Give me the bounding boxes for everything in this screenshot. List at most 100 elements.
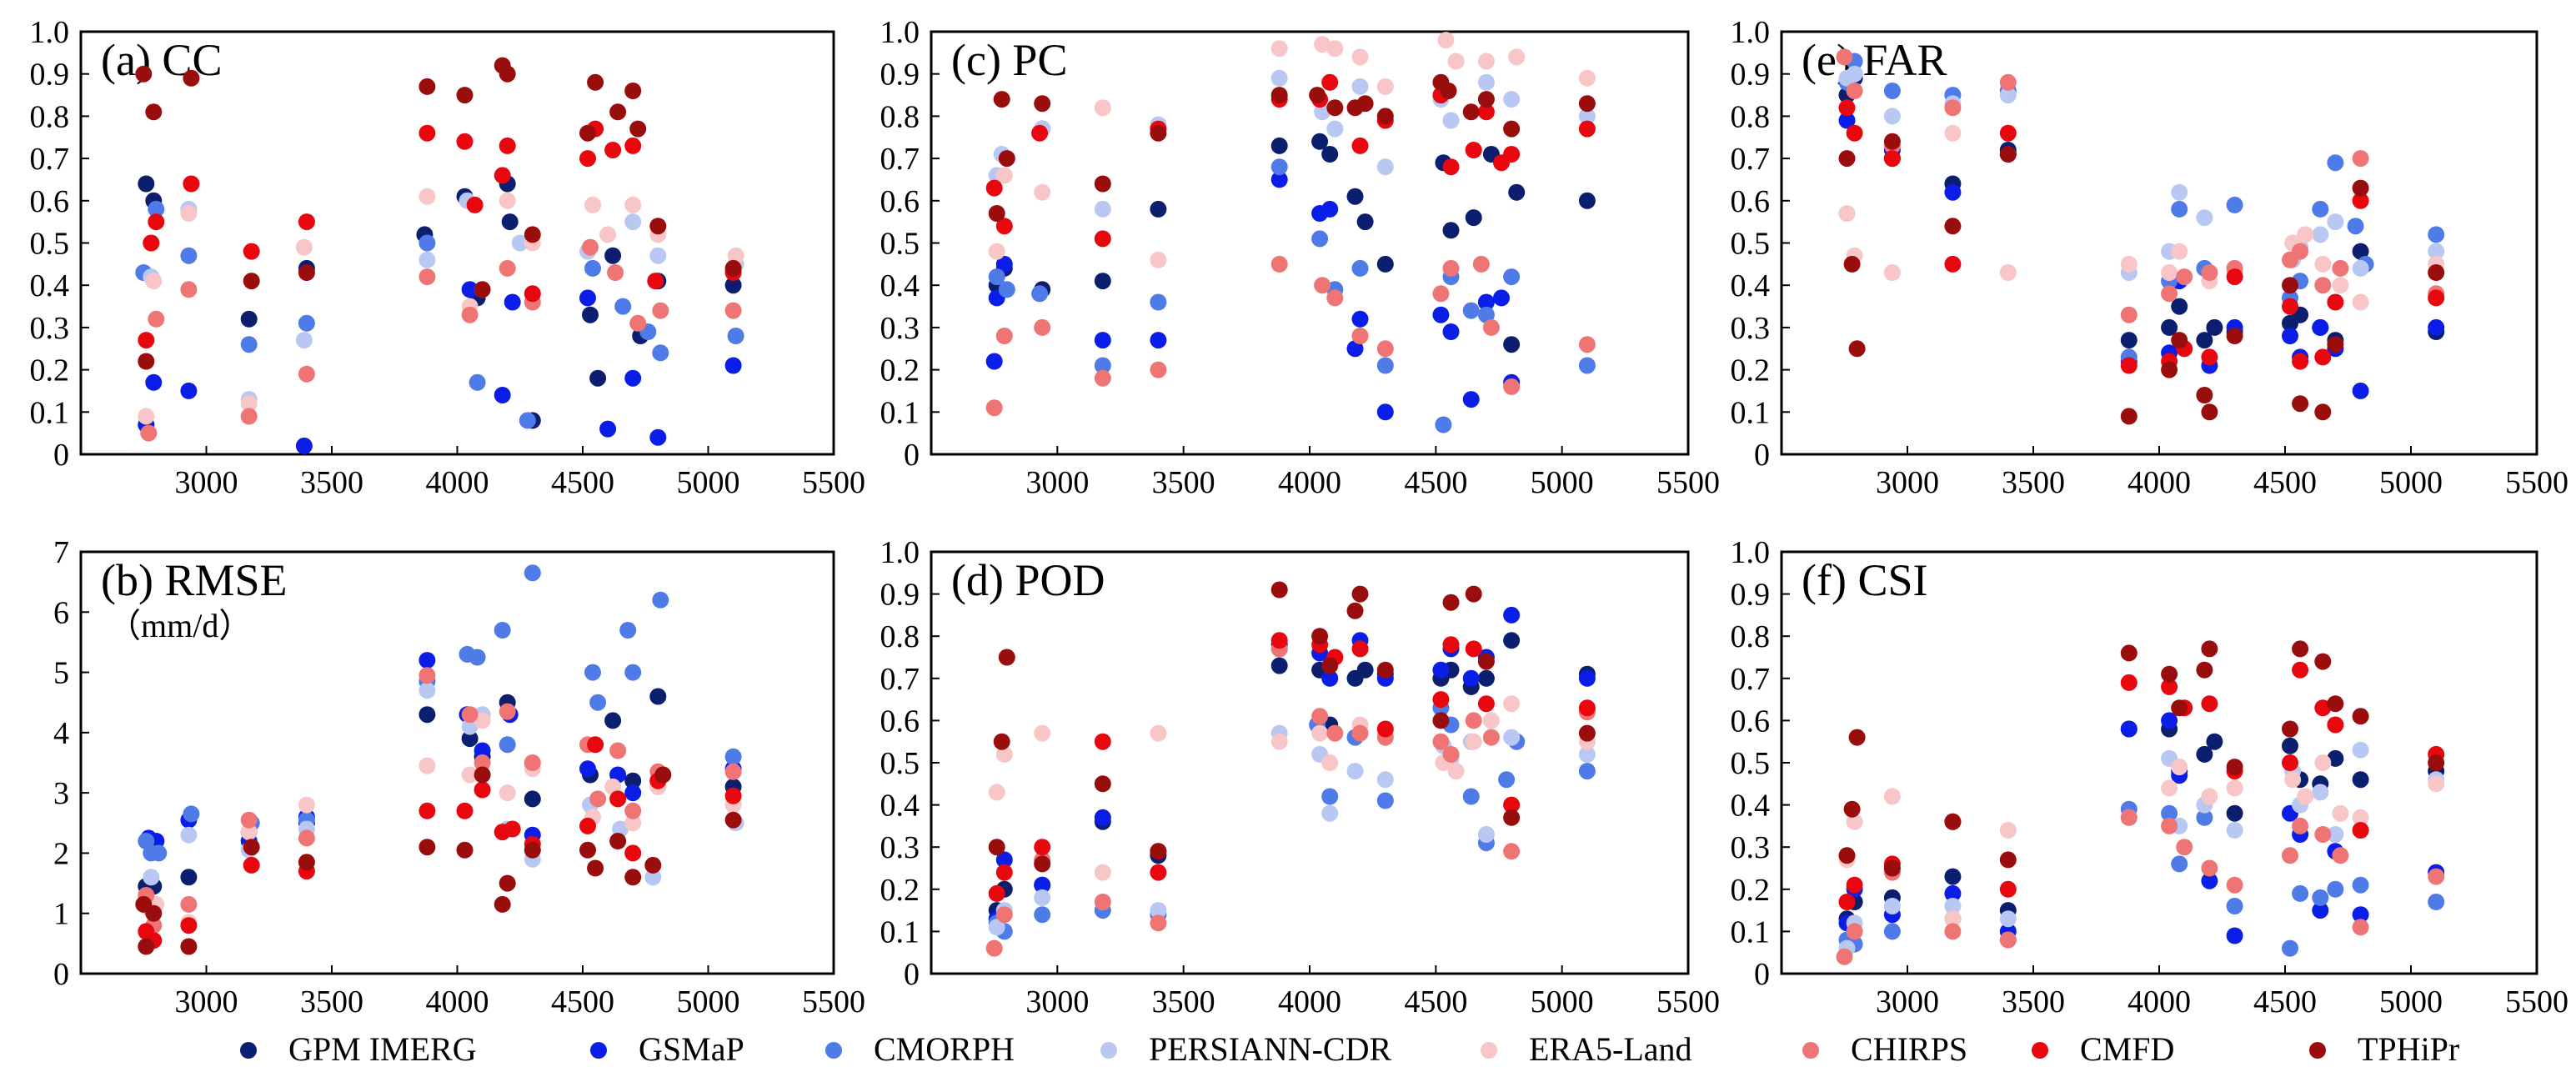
data-point	[2161, 318, 2178, 336]
data-point	[1356, 661, 1374, 679]
data-point	[243, 856, 260, 874]
data-point	[2352, 741, 2369, 759]
x-tick-label: 5000	[677, 984, 740, 1019]
data-point	[2201, 695, 2218, 713]
x-tick-label: 3500	[2002, 465, 2065, 500]
y-tick-label: 0.8	[1731, 619, 1771, 654]
data-point	[1462, 103, 1480, 121]
legend-marker	[590, 1042, 607, 1059]
data-point	[1094, 357, 1111, 374]
data-point	[2201, 872, 2218, 889]
data-point	[1477, 293, 1495, 311]
data-point	[1503, 809, 1521, 826]
data-point	[1498, 771, 1516, 789]
y-tick-label: 0.1	[30, 395, 70, 430]
data-point	[2201, 859, 2218, 877]
data-point	[1150, 843, 1167, 860]
data-point	[2428, 894, 2445, 910]
data-point	[1270, 87, 1288, 104]
data-point	[1465, 585, 1482, 603]
data-point	[589, 790, 607, 808]
data-point	[418, 251, 436, 268]
data-point	[1578, 699, 1596, 717]
data-point	[1270, 171, 1288, 188]
y-tick-label: 0	[53, 438, 69, 473]
series-cmfd	[1838, 661, 2445, 910]
data-point	[1846, 124, 1863, 142]
data-point	[1578, 357, 1596, 374]
data-point	[138, 408, 155, 425]
data-point	[2327, 826, 2344, 843]
data-point	[2352, 919, 2369, 936]
data-point	[145, 373, 163, 391]
data-point	[2428, 289, 2445, 307]
data-point	[2201, 640, 2218, 658]
data-point	[1150, 251, 1167, 268]
data-point	[494, 622, 511, 639]
data-point	[2327, 336, 2344, 353]
series-tphipr	[1838, 133, 2445, 425]
data-point	[1326, 99, 1344, 117]
data-point	[2226, 779, 2243, 797]
data-point	[1493, 289, 1510, 307]
data-point	[1508, 48, 1526, 66]
data-point	[2120, 644, 2137, 662]
legend-item: CMORPH	[825, 1030, 1015, 1068]
data-point	[988, 839, 1005, 856]
panel-title: (f) CSI	[1802, 555, 1927, 605]
data-point	[1944, 218, 1962, 235]
data-point	[1465, 209, 1482, 227]
data-point	[2332, 804, 2349, 822]
data-point	[624, 369, 642, 387]
data-point	[501, 213, 519, 231]
data-point	[2428, 264, 2445, 281]
data-point	[1477, 73, 1495, 91]
data-point	[519, 412, 536, 429]
y-tick-label: 0	[1754, 957, 1770, 992]
data-point	[1376, 771, 1394, 789]
data-point	[1351, 48, 1369, 66]
data-point	[649, 247, 667, 264]
data-point	[469, 373, 486, 391]
data-point	[1944, 923, 1962, 940]
data-point	[2161, 285, 2178, 303]
data-point	[2314, 277, 2332, 294]
data-point	[579, 817, 596, 834]
data-point	[2292, 395, 2309, 413]
data-point	[1944, 99, 1962, 117]
data-point	[624, 137, 642, 154]
x-tick-label: 3000	[1876, 984, 1939, 1019]
data-point	[461, 306, 479, 323]
series-persiann-cdr	[988, 69, 1596, 218]
data-point	[2161, 817, 2178, 834]
data-point	[143, 234, 160, 252]
data-point	[418, 652, 436, 669]
data-point	[1477, 653, 1495, 670]
y-tick-label: 0.8	[880, 619, 920, 654]
data-point	[2332, 259, 2349, 277]
data-point	[2312, 784, 2329, 801]
data-point	[1999, 931, 2017, 949]
series-tphipr	[135, 57, 742, 370]
legend-label: ERA5-Land	[1529, 1030, 1692, 1068]
data-point	[2352, 259, 2369, 277]
data-point	[2284, 771, 2302, 789]
data-point	[724, 748, 742, 765]
data-point	[1311, 708, 1329, 725]
legend-label: TPHiPr	[2358, 1030, 2459, 1068]
legend-marker	[825, 1042, 842, 1059]
data-point	[644, 856, 662, 874]
data-point	[240, 310, 258, 328]
y-tick-label: 0.8	[880, 99, 920, 134]
data-point	[2352, 382, 2369, 399]
data-point	[582, 238, 599, 256]
data-point	[1326, 724, 1344, 742]
data-point	[604, 247, 622, 264]
data-point	[1376, 108, 1394, 125]
data-point	[1270, 255, 1288, 273]
data-point	[180, 895, 198, 913]
data-point	[148, 213, 165, 231]
data-point	[1346, 340, 1364, 358]
data-point	[2428, 754, 2445, 771]
x-tick-label: 4500	[1404, 465, 1467, 500]
